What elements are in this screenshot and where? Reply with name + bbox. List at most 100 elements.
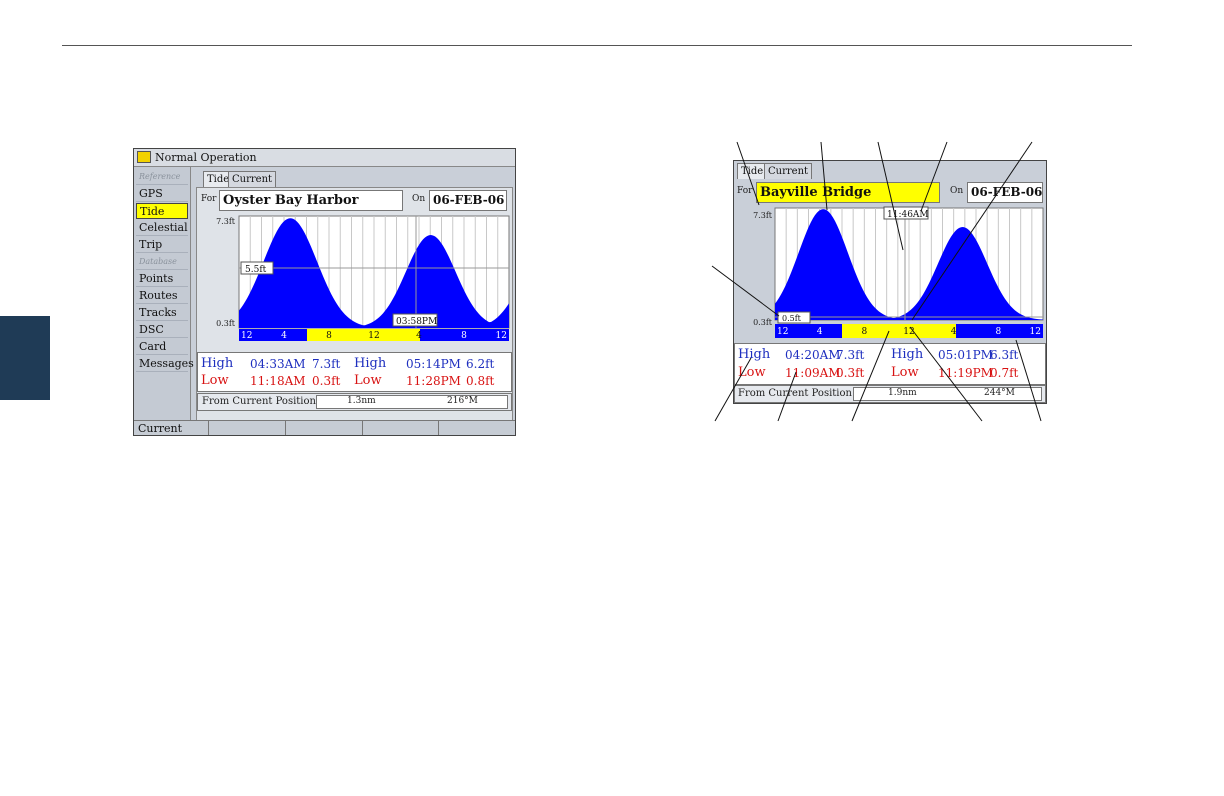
cursor-height-box — [240, 261, 274, 275]
sidebar-group-reference: Reference — [136, 169, 188, 185]
top-rule — [62, 45, 1132, 46]
low-time-1: 11:18AM — [250, 374, 306, 388]
normal-operation-screen: Normal Operation Reference GPS Tide Cele… — [133, 148, 516, 436]
sidebar-item-trip[interactable]: Trip — [136, 237, 188, 253]
position-label-2: From Current Position — [738, 388, 852, 399]
high-label-2-1: High — [738, 347, 771, 362]
sidebar-group-database: Database — [136, 254, 188, 270]
cursor-height-label: 5.5ft — [245, 265, 267, 275]
soft-key-5[interactable] — [439, 421, 515, 435]
position-label: From Current Position — [202, 396, 316, 407]
low-time-2-1: 11:09AM — [785, 366, 841, 380]
high-time-1: 04:33AM — [250, 357, 306, 371]
high-height-2-1: 7.3ft — [836, 348, 865, 362]
sidebar-item-tracks[interactable]: Tracks — [136, 305, 188, 321]
x-tick-labels: 12 4 8 12 4 8 12 — [241, 331, 507, 341]
g1-x-tick-label: 12 — [496, 331, 507, 341]
time-bar-day-2 — [842, 324, 956, 338]
position-distance-2: 1.9nm — [888, 388, 917, 398]
app-icon — [137, 151, 151, 163]
g1-x-tick-label: 4 — [281, 331, 287, 341]
high-height-1: 7.3ft — [312, 357, 341, 371]
tab-current[interactable]: Current — [228, 171, 277, 187]
sidebar-item-gps[interactable]: GPS — [136, 186, 188, 202]
low-height-1: 0.3ft — [312, 374, 341, 388]
g2-x-tick-label: 4 — [951, 327, 957, 337]
sidebar-item-tide[interactable]: Tide — [136, 203, 188, 219]
position-bearing-2: 244°M — [984, 388, 1015, 398]
tide-curve — [239, 218, 509, 328]
position-row-2: From Current Position 1.9nm 244°M — [734, 385, 1046, 403]
tab-current-2[interactable]: Current — [764, 163, 813, 179]
g2-x-tick-label: 12 — [903, 327, 914, 337]
sidebar: Reference GPS Tide Celestial Trip Databa… — [134, 167, 194, 423]
sidebar-item-dsc[interactable]: DSC — [136, 322, 188, 338]
high-time-2-2: 05:01PM — [938, 348, 993, 362]
low-label-2-2: Low — [891, 365, 919, 380]
low-time-2: 11:28PM — [406, 374, 461, 388]
date-field-2[interactable]: 06-FEB-06 — [967, 182, 1043, 203]
title-bar: Normal Operation — [134, 149, 515, 167]
sidebar-item-points[interactable]: Points — [136, 271, 188, 287]
soft-key-bar: Current Date — [134, 420, 515, 435]
tide-table-2: High 04:20AM 7.3ft High 05:01PM 6.3ft Lo… — [734, 343, 1046, 385]
low-label-2: Low — [354, 373, 382, 388]
date-field[interactable]: 06-FEB-06 — [429, 190, 507, 211]
tide-graph-2[interactable]: 11:46AM 0.5ft 7.3ft 0.3ft 12 4 8 12 4 8 12 — [734, 206, 1046, 341]
cursor-height-label-2: 0.5ft — [782, 314, 802, 323]
cursor-height-box-2 — [777, 311, 811, 324]
high-label-1: High — [201, 356, 234, 371]
position-values: 1.3nm 216°M — [316, 395, 508, 409]
location-field[interactable]: Oyster Bay Harbor — [219, 190, 403, 211]
low-time-2-2: 11:19PM — [938, 366, 993, 380]
cursor-time-label-2: 11:46AM — [887, 210, 929, 220]
location-field-2[interactable]: Bayville Bridge — [756, 182, 940, 203]
tide-graph[interactable]: 5.5ft 03:58PM 7.3ft 0.3ft 12 4 8 12 4 8 12 — [197, 214, 512, 350]
tide-panel: For Oyster Bay Harbor On 06-FEB-06 5.5ft… — [196, 187, 513, 425]
high-height-2: 6.2ft — [466, 357, 495, 371]
soft-key-4[interactable] — [363, 421, 439, 435]
position-values-2: 1.9nm 244°M — [853, 387, 1042, 401]
sidebar-item-routes[interactable]: Routes — [136, 288, 188, 304]
sidebar-item-celestial[interactable]: Celestial — [136, 220, 188, 236]
cursor-time-label: 03:58PM — [396, 317, 437, 327]
tide-table: High 04:33AM 7.3ft High 05:14PM 6.2ft Lo… — [197, 352, 512, 392]
low-height-2-2: 0.7ft — [990, 366, 1019, 380]
g1-x-tick-label: 12 — [368, 331, 379, 341]
chapter-tab-marker — [0, 316, 50, 400]
low-height-2-1: 0.3ft — [836, 366, 865, 380]
soft-key-2[interactable] — [209, 421, 286, 435]
g2-x-tick-label: 8 — [861, 327, 867, 337]
tide-detail-screen: Tide Current For Bayville Bridge On 06-F… — [733, 160, 1047, 404]
on-label-2: On — [950, 186, 964, 196]
current-date-button[interactable]: Current Date — [134, 421, 209, 435]
low-label-1: Low — [201, 373, 229, 388]
cursor-time-box — [392, 313, 438, 327]
position-row: From Current Position 1.3nm 216°M — [197, 393, 512, 411]
g2-x-tick-label: 12 — [1030, 327, 1041, 337]
sidebar-item-messages[interactable]: Messages — [136, 356, 194, 372]
g1-x-tick-label: 4 — [416, 331, 422, 341]
on-label: On — [412, 194, 426, 204]
low-label-2-1: Low — [738, 365, 766, 380]
for-label-2: For — [737, 186, 753, 196]
position-bearing: 216°M — [447, 396, 478, 406]
y-max-label: 7.3ft — [216, 217, 236, 226]
high-time-2-1: 04:20AM — [785, 348, 841, 362]
g1-x-tick-label: 8 — [326, 331, 332, 341]
position-distance: 1.3nm — [347, 396, 376, 406]
sidebar-item-card[interactable]: Card — [136, 339, 188, 355]
window-title: Normal Operation — [155, 151, 257, 164]
y-max-label-2: 7.3ft — [753, 211, 773, 220]
g2-x-tick-label: 8 — [995, 327, 1001, 337]
y-min-label: 0.3ft — [216, 319, 236, 328]
tab-tide-2[interactable]: Tide — [737, 163, 768, 179]
g2-x-tick-label: 4 — [817, 327, 823, 337]
soft-key-3[interactable] — [286, 421, 363, 435]
for-label: For — [201, 194, 217, 204]
high-label-2: High — [354, 356, 387, 371]
g1-x-tick-label: 8 — [461, 331, 467, 341]
time-bar-day — [307, 329, 420, 341]
high-label-2-2: High — [891, 347, 924, 362]
g1-x-tick-label: 12 — [241, 331, 252, 341]
